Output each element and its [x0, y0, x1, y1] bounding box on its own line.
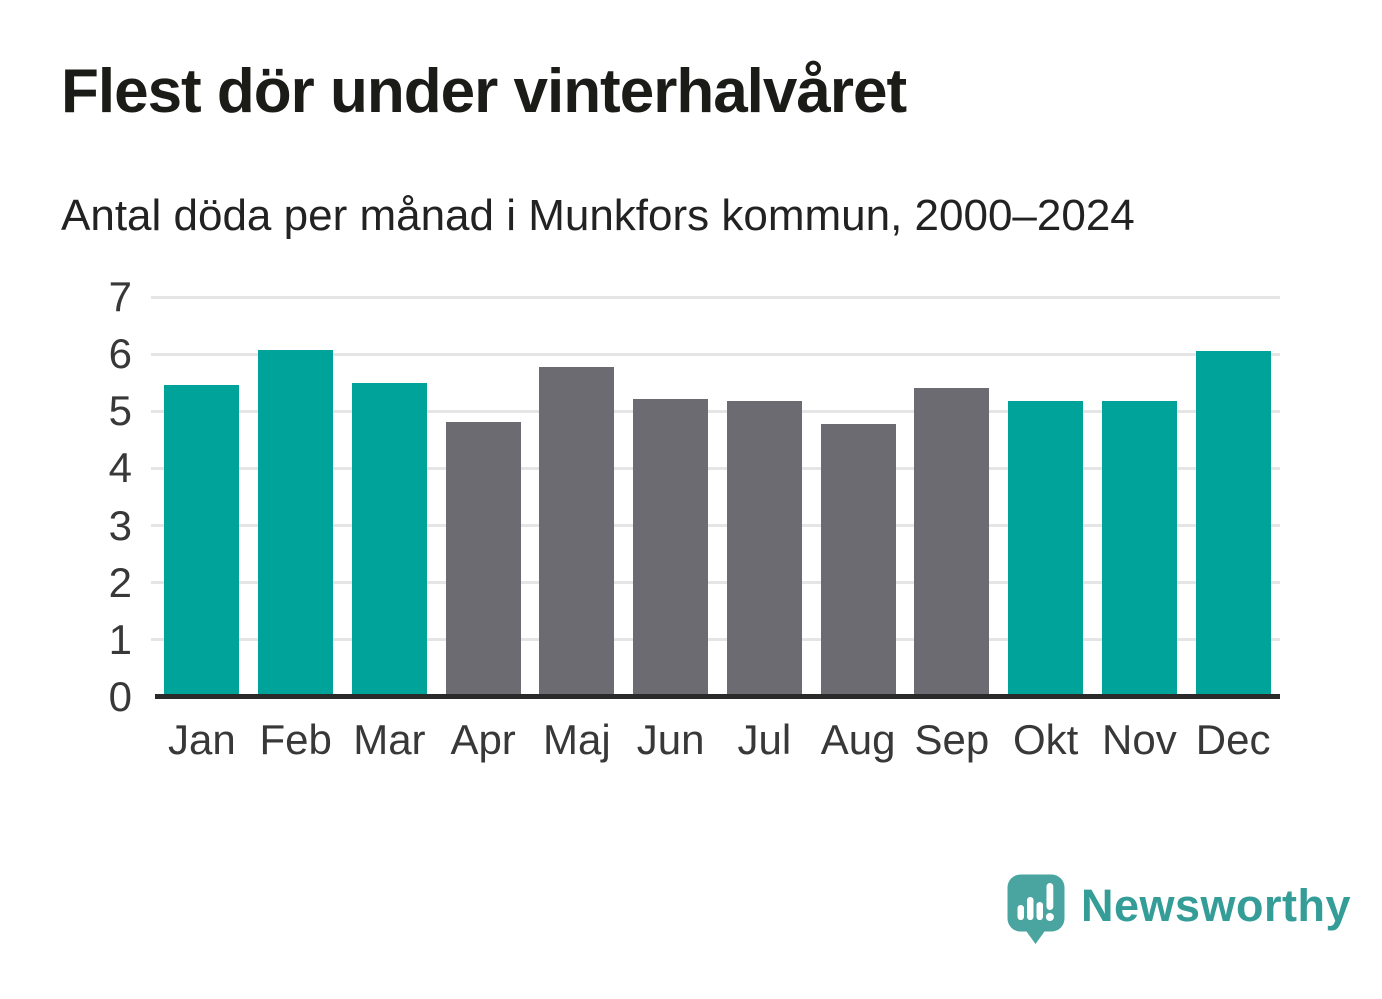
- bar-feb: [258, 349, 334, 697]
- x-tick-label-jun: Jun: [636, 716, 705, 763]
- x-tick-label-feb: Feb: [259, 716, 332, 763]
- bar-maj: [539, 366, 615, 697]
- y-axis: 0 1 2 3 4 5 6 7: [0, 273, 132, 720]
- newsworthy-logo: Newsworthy: [1007, 874, 1351, 948]
- x-tick-label-sep: Sep: [914, 716, 990, 763]
- gridline-2: [151, 581, 1280, 585]
- x-tick-label-nov: Nov: [1102, 716, 1177, 763]
- y-tick-label-2: 2: [108, 558, 132, 606]
- bar-okt: [1008, 401, 1084, 697]
- bar-mar: [351, 383, 427, 697]
- x-tick-label-jan: Jan: [168, 716, 236, 763]
- gridline-5: [151, 409, 1280, 413]
- y-tick-label-6: 6: [108, 330, 132, 378]
- x-tick-label-jul: Jul: [737, 716, 792, 763]
- y-tick-label-7: 7: [108, 273, 132, 320]
- bar-jan: [164, 385, 240, 697]
- bar-nov: [1101, 401, 1177, 697]
- chart-subtitle: Antal döda per månad i Munkfors kommun, …: [61, 191, 1135, 240]
- gridline-1: [151, 638, 1280, 642]
- bar-apr: [445, 422, 521, 697]
- bar-sep: [914, 388, 990, 697]
- y-tick-label-3: 3: [108, 501, 132, 549]
- gridline-4: [151, 466, 1280, 470]
- bar-dec: [1195, 351, 1271, 697]
- page-title: Flest dör under vinterhalvåret: [61, 57, 907, 126]
- bar-jul: [726, 401, 802, 697]
- x-tick-label-dec: Dec: [1195, 716, 1271, 763]
- x-axis: Jan Feb Mar Apr Maj Jun Jul Aug Sep Okt Nov Dec: [155, 716, 1280, 776]
- bar-jun: [633, 398, 709, 697]
- newsworthy-speech-bubble-chart-icon: [1007, 874, 1065, 944]
- x-tick-label-maj: Maj: [543, 716, 611, 763]
- y-tick-label-4: 4: [108, 444, 132, 492]
- gridline-7: [151, 295, 1280, 299]
- x-tick-label-apr: Apr: [450, 716, 516, 763]
- brand-wordmark: Newsworthy: [1081, 880, 1352, 931]
- y-tick-label-5: 5: [108, 387, 132, 435]
- plot-area: [151, 295, 1280, 699]
- x-tick-label-okt: Okt: [1012, 716, 1079, 763]
- y-tick-label-0: 0: [108, 673, 132, 720]
- x-tick-label-aug: Aug: [820, 716, 896, 763]
- x-tick-label-mar: Mar: [353, 716, 426, 763]
- gridline-3: [151, 524, 1280, 528]
- gridline-6: [151, 352, 1280, 356]
- bar-aug: [820, 424, 896, 697]
- x-axis-baseline: [155, 694, 1280, 699]
- y-tick-label-1: 1: [108, 615, 132, 663]
